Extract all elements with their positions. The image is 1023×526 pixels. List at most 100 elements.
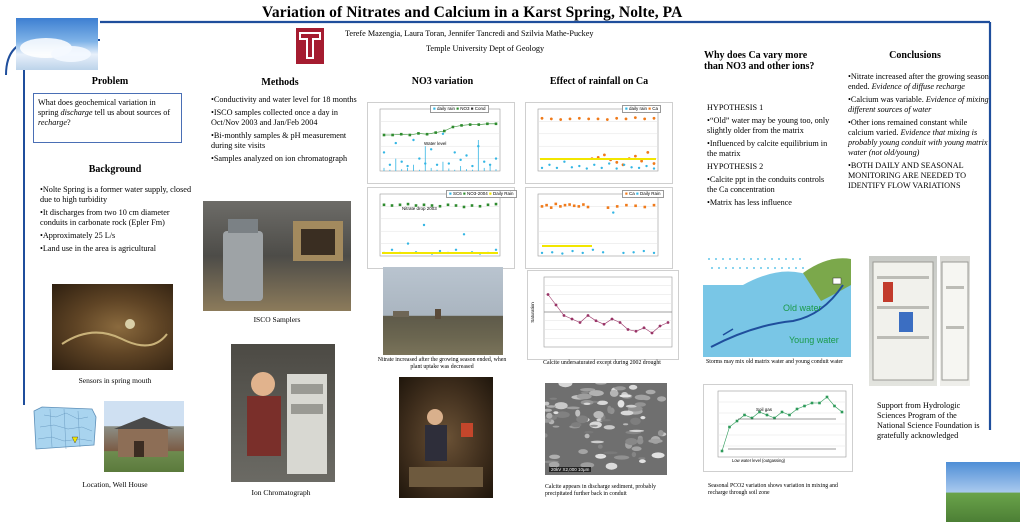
data-point [603, 153, 606, 157]
rain-point [494, 248, 498, 251]
sem-crystal [549, 397, 558, 400]
rain-point [632, 251, 635, 254]
rain-point [608, 162, 611, 165]
data-point [615, 205, 619, 208]
sem-crystal [589, 390, 604, 397]
background-list: •Nolte Spring is a former water supply, … [40, 185, 192, 257]
sem-crystal [590, 424, 598, 427]
data-point [399, 132, 403, 136]
methods-item: •ISCO samples collected once a day in Oc… [211, 108, 339, 127]
data-point [634, 204, 637, 208]
rain-drop [739, 267, 741, 269]
data-point [743, 413, 746, 417]
hypothesis-1-item: •“Old” water may be young too, only slig… [707, 116, 830, 135]
ca-chart-2003: ■ daily rain ■ Ca [525, 102, 673, 184]
sem-crystal [648, 438, 663, 444]
data-point [615, 116, 619, 120]
rain-drop [764, 258, 766, 260]
sem-crystal [640, 416, 646, 420]
rain-drop [795, 267, 797, 269]
sensors-caption: Sensors in spring mouth [78, 376, 152, 385]
data-point [643, 205, 647, 209]
sem-crystal [657, 430, 664, 436]
data-point [596, 117, 600, 121]
data-point [446, 203, 450, 207]
landscape-photo [946, 462, 1020, 522]
data-point [758, 410, 761, 414]
data-point [546, 293, 550, 296]
old-water-label: Old water [783, 303, 822, 313]
rain-drop [781, 267, 783, 269]
data-point [618, 321, 622, 324]
rain-point [637, 166, 641, 170]
rain-point [412, 138, 415, 142]
data-point [795, 407, 799, 411]
no3-chart2-legend: ■ SC6 ■ NO3-2004 ■ Daily Rain [446, 190, 517, 198]
rain-point [555, 166, 559, 170]
data-point [568, 117, 572, 121]
sem-crystal [571, 422, 582, 428]
sem-crystal [634, 402, 646, 407]
data-point [594, 319, 598, 323]
rain-point [578, 164, 581, 168]
data-point [624, 117, 628, 121]
no3-chart1-annotation: Water level [424, 141, 447, 146]
conclusion-text: •Nitrate increased after the growing sea… [848, 72, 989, 91]
rain-point [483, 160, 486, 163]
data-point [780, 410, 784, 414]
data-point [578, 321, 582, 324]
sem-image: 20kV X2,000 10μm [545, 383, 667, 475]
rain-drop [732, 267, 734, 269]
sem-crystal [614, 386, 626, 391]
data-point [625, 203, 628, 207]
sem-crystal [620, 410, 634, 416]
data-point [610, 317, 614, 321]
sem-crystal [617, 400, 625, 408]
young-water-label: Young water [789, 335, 839, 345]
data-point [494, 202, 498, 206]
data-point [572, 204, 576, 208]
legend-cond: Cond [474, 106, 486, 111]
no3-caption: Nitrate increased after the growing seas… [377, 357, 507, 370]
data-point [559, 205, 562, 208]
data-point [650, 331, 654, 335]
data-point [606, 206, 610, 209]
hypothesis-2-item: •Calcite ppt in the conduits controls th… [707, 175, 825, 194]
sem-crystal [651, 452, 665, 459]
sem-crystal [600, 419, 611, 422]
problem-text-1: What does geochemical variation in sprin… [38, 98, 156, 117]
conduit-diagram: Old water Young water [703, 255, 851, 357]
data-point [750, 416, 754, 420]
data-point [570, 317, 574, 321]
sem-crystal [545, 418, 552, 423]
sem-crystal [580, 462, 595, 468]
rain-point [429, 148, 433, 151]
legend-sc6: SC6 [452, 191, 462, 196]
no3-chart-2004: ■ SC6 ■ NO3-2004 ■ Daily Rain Nitrate dr… [367, 187, 517, 269]
rain-point [441, 132, 445, 135]
sem-crystal [657, 396, 667, 402]
sem-crystal [578, 449, 588, 455]
rain-point [622, 251, 625, 255]
rain-point [459, 158, 462, 162]
problem-box: What does geochemical variation in sprin… [33, 93, 182, 143]
rain-point [615, 167, 618, 170]
sem-crystal [595, 383, 607, 385]
data-point [577, 116, 581, 120]
data-point [486, 122, 489, 126]
methods-list: •Conductivity and water level for 18 mon… [211, 95, 359, 167]
data-point [460, 124, 463, 127]
problem-text-2: discharge [60, 108, 93, 117]
data-point [559, 118, 563, 121]
sem-crystal [545, 401, 550, 406]
sem-crystal [545, 408, 552, 412]
rain-drop [778, 258, 780, 260]
data-point [586, 314, 590, 317]
data-point [642, 326, 646, 330]
data-point [562, 314, 566, 317]
rain-point [570, 166, 574, 169]
data-point [568, 203, 571, 206]
data-point [825, 395, 829, 399]
rain-point [612, 211, 615, 214]
